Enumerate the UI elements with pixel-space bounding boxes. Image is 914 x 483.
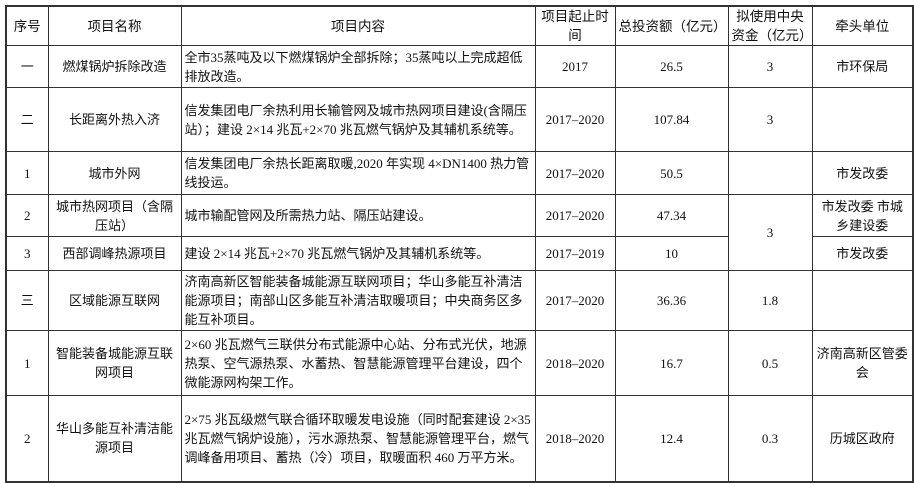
cell-central-fund: 3 (727, 45, 813, 88)
cell-period: 2017 (534, 45, 616, 88)
cell-no: 1 (5, 330, 49, 396)
table-row: 2 城市热网项目（含隔压站） 城市输配管网及所需热力站、隔压站建设。 2017–… (5, 194, 914, 271)
cell-central-fund: 0.5 (727, 330, 813, 396)
header-investment: 总投资额（亿元） (614, 5, 729, 46)
header-content: 项目内容 (180, 5, 536, 46)
table-row: 3 西部调峰热源项目 建设 2×14 兆瓦+2×70 兆瓦燃气锅炉及其辅机系统等… (5, 236, 914, 271)
cell-period: 2017–2020 (534, 151, 616, 195)
cell-lead: 市发改委 (811, 236, 914, 271)
cell-lead: 历城区政府 (811, 395, 914, 482)
cell-period: 2017–2020 (534, 270, 616, 331)
cell-no: 2 (5, 194, 49, 237)
header-no: 序号 (5, 5, 49, 46)
cell-content: 2×75 兆瓦级燃气联合循环取暖发电设施（同时配套建设 2×35 兆瓦燃气锅炉设… (180, 395, 536, 482)
cell-no: 2 (5, 395, 49, 482)
header-central-fund: 拟使用中央资金（亿元） (727, 5, 813, 46)
header-lead: 牵头单位 (811, 5, 914, 46)
table-row: 2 华山多能互补清洁能源项目 2×75 兆瓦级燃气联合循环取暖发电设施（同时配套… (5, 395, 914, 482)
table-row: 1 城市外网 信发集团电厂余热长距离取暖,2020 年实现 4×DN1400 热… (5, 151, 914, 195)
cell-lead: 市环保局 (811, 45, 914, 88)
cell-investment: 50.5 (614, 151, 729, 195)
cell-central-fund: 3 (727, 87, 813, 152)
cell-period: 2018–2020 (534, 330, 616, 396)
cell-name: 燃煤锅炉拆除改造 (47, 45, 182, 88)
cell-content: 建设 2×14 兆瓦+2×70 兆瓦燃气锅炉及其辅机系统等。 (180, 236, 536, 271)
cell-name: 长距离外热入济 (47, 87, 182, 152)
cell-central-fund: 3 (727, 194, 813, 271)
header-period: 项目起止时间 (534, 5, 616, 46)
cell-name: 华山多能互补清洁能源项目 (47, 395, 182, 482)
cell-investment: 26.5 (614, 45, 729, 88)
cell-content: 全市35蒸吨及以下燃煤锅炉全部拆除；35蒸吨以上完成超低排放改造。 (180, 45, 536, 88)
cell-content: 信发集团电厂余热利用长输管网及城市热网项目建设(含隔压站）；建设 2×14 兆瓦… (180, 87, 536, 152)
cell-investment: 12.4 (614, 395, 729, 482)
cell-name: 城市外网 (47, 151, 182, 195)
cell-lead (811, 87, 914, 152)
cell-name: 西部调峰热源项目 (47, 236, 182, 271)
cell-name: 区域能源互联网 (47, 270, 182, 331)
cell-investment: 16.7 (614, 330, 729, 396)
cell-lead: 市发改委 市城乡建设委 (811, 194, 914, 237)
cell-name: 城市热网项目（含隔压站） (47, 194, 182, 237)
cell-content: 信发集团电厂余热长距离取暖,2020 年实现 4×DN1400 热力管线投运。 (180, 151, 536, 195)
cell-central-fund: 1.8 (727, 270, 813, 331)
table-row: 一 燃煤锅炉拆除改造 全市35蒸吨及以下燃煤锅炉全部拆除；35蒸吨以上完成超低排… (5, 45, 914, 88)
cell-investment: 47.34 (614, 194, 729, 237)
cell-name: 智能装备城能源互联网项目 (47, 330, 182, 396)
cell-period: 2017–2020 (534, 87, 616, 152)
cell-lead: 市发改委 (811, 151, 914, 195)
cell-central-fund: 0.3 (727, 395, 813, 482)
cell-period: 2018–2020 (534, 395, 616, 482)
project-table: 序号 项目名称 项目内容 项目起止时间 总投资额（亿元） 拟使用中央资金（亿元）… (5, 5, 914, 483)
cell-investment: 10 (614, 236, 729, 271)
cell-period: 2017–2019 (534, 236, 616, 271)
cell-no: 三 (5, 270, 49, 331)
cell-no: 1 (5, 151, 49, 195)
cell-investment: 36.36 (614, 270, 729, 331)
cell-lead: 济南高新区管委会 (811, 330, 914, 396)
cell-no: 3 (5, 236, 49, 271)
table-row: 三 区域能源互联网 济南高新区智能装备城能源互联网项目；华山多能互补清洁能源项目… (5, 270, 914, 331)
cell-content: 2×60 兆瓦燃气三联供分布式能源中心站、分布式光伏，地源热泵、空气源热泵、水蓄… (180, 330, 536, 396)
cell-content: 济南高新区智能装备城能源互联网项目；华山多能互补清洁能源项目；南部山区多能互补清… (180, 270, 536, 331)
cell-investment: 107.84 (614, 87, 729, 152)
header-row: 序号 项目名称 项目内容 项目起止时间 总投资额（亿元） 拟使用中央资金（亿元）… (5, 5, 914, 46)
header-name: 项目名称 (47, 5, 182, 46)
cell-no: 二 (5, 87, 49, 152)
cell-period: 2017–2020 (534, 194, 616, 237)
cell-central-fund (727, 151, 813, 195)
table-row: 1 智能装备城能源互联网项目 2×60 兆瓦燃气三联供分布式能源中心站、分布式光… (5, 330, 914, 396)
cell-lead (811, 270, 914, 331)
cell-content: 城市输配管网及所需热力站、隔压站建设。 (180, 194, 536, 237)
table-row: 二 长距离外热入济 信发集团电厂余热利用长输管网及城市热网项目建设(含隔压站）；… (5, 87, 914, 152)
cell-no: 一 (5, 45, 49, 88)
